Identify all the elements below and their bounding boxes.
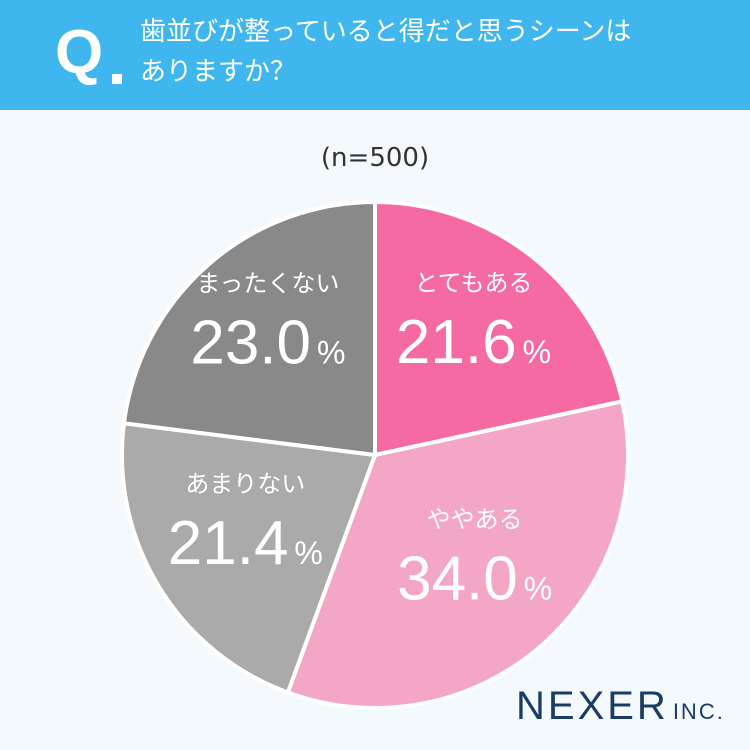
question-line-1: 歯並びが整っていると得だと思うシーンは xyxy=(140,17,632,47)
logo-suffix: INC. xyxy=(672,699,725,724)
slice-mattaku-nai-value: 23.0% xyxy=(190,309,345,378)
slice-yaya-aru-label: ややある xyxy=(427,505,523,533)
slice-totemo-aru xyxy=(373,200,625,457)
slice-totemo-aru-label: とてもある xyxy=(414,269,532,297)
slice-yaya-aru-value: 34.0% xyxy=(397,544,552,613)
sample-size-note: (n=500) xyxy=(320,143,430,173)
question-line-2: ありますか？ xyxy=(140,57,297,87)
q-dot xyxy=(112,74,122,84)
slice-amari-nai-value: 21.4% xyxy=(168,509,323,578)
q-mark: Q xyxy=(55,18,104,87)
logo-name: NEXER xyxy=(516,684,669,728)
slice-mattaku-nai-label: まったくない xyxy=(196,270,339,298)
slice-amari-nai xyxy=(120,421,377,695)
slice-amari-nai-label: あまりない xyxy=(185,470,305,498)
question-text: 歯並びが整っていると得だと思うシーンは ありますか？ xyxy=(140,12,730,92)
slice-mattaku-nai xyxy=(121,200,377,457)
slice-yaya-aru xyxy=(285,399,630,710)
nexer-logo: NEXER INC. xyxy=(516,684,725,729)
slice-totemo-aru-value: 21.6% xyxy=(396,308,551,377)
question-header: Q 歯並びが整っていると得だと思うシーンは ありますか？ xyxy=(0,0,750,110)
